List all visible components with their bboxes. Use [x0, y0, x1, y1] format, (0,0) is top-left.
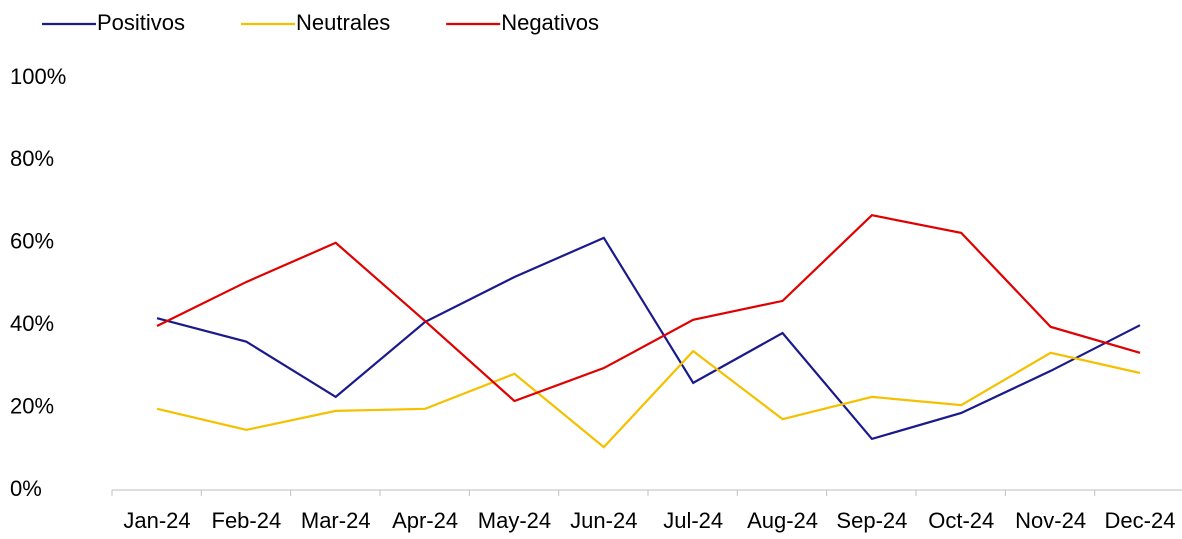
x-tick-label: Dec-24 [1105, 508, 1176, 533]
x-tick-label: Apr-24 [392, 508, 458, 533]
x-tick-label: May-24 [478, 508, 551, 533]
x-tick-label: Jun-24 [570, 508, 637, 533]
x-tick-label: Sep-24 [836, 508, 907, 533]
series-line [156, 349, 1141, 449]
legend-label: Positivos [97, 10, 185, 35]
y-tick-label: 80% [10, 146, 54, 171]
y-tick-label: 20% [10, 393, 54, 418]
x-tick-label: Jan-24 [123, 508, 190, 533]
x-tick-label: Feb-24 [212, 508, 282, 533]
x-tick-label: Jul-24 [663, 508, 723, 533]
x-tick-label: Mar-24 [301, 508, 371, 533]
x-tick-label: Oct-24 [928, 508, 994, 533]
y-tick-label: 100% [10, 64, 66, 89]
series-line [156, 214, 1141, 403]
legend-label: Negativos [501, 10, 599, 35]
y-tick-label: 40% [10, 311, 54, 336]
x-tick-label: Nov-24 [1015, 508, 1086, 533]
x-tick-label: Aug-24 [747, 508, 818, 533]
y-tick-label: 0% [10, 476, 42, 501]
y-tick-label: 60% [10, 229, 54, 254]
series-line [156, 236, 1141, 441]
legend-label: Neutrales [296, 10, 390, 35]
